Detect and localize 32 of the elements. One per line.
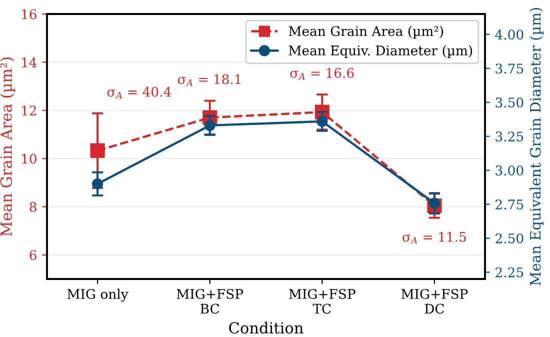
y-tick-label: 8: [30, 202, 36, 212]
y2-tick-label: 3.00: [496, 166, 524, 176]
annotation: σ$_{A}$ = 18.1: [178, 74, 240, 86]
x-axis-title: Condition: [229, 322, 304, 334]
annotation: σ$_{A}$ = 11.5: [402, 232, 466, 244]
x-tick-label: MIG+FSP DC: [401, 288, 468, 314]
y2-tick-label: 2.25: [496, 267, 524, 278]
y-tick-label: 14: [22, 57, 37, 68]
x-tick-label: MIG+FSP TC: [289, 288, 356, 314]
annotation: σ$_{A}$ = 16.6: [290, 68, 354, 80]
y-tick-label: 6: [30, 250, 36, 260]
annotation: σ$_{A}$ = 40.4: [107, 86, 171, 99]
y2-tick-label: 3.25: [496, 132, 524, 142]
y2-tick-label: 3.75: [496, 64, 524, 74]
y2-tick-label: 2.50: [496, 233, 524, 244]
point: [92, 178, 104, 190]
point: [204, 120, 216, 131]
legend-label: Mean Equiv. Diameter (µm): [288, 45, 472, 58]
point: [90, 143, 105, 158]
y-tick-label: 12: [22, 106, 36, 116]
x-tick-label: MIG+FSP BC: [176, 288, 244, 314]
point: [316, 116, 328, 127]
y2-tick-label: 3.50: [496, 98, 524, 108]
point: [428, 198, 440, 209]
y2-tick-label: 2.75: [496, 199, 524, 210]
y-axis-title: Mean Grain Area (µm²): [0, 57, 15, 236]
x-tick-label: MIG only: [67, 288, 128, 302]
legend-label: Mean Grain Area (µm²): [288, 26, 444, 39]
y2-tick-label: 4.00: [495, 30, 524, 40]
y-tick-label: 16: [22, 9, 36, 20]
y-tick-label: 10: [22, 154, 36, 164]
y2-axis-title: Mean Equivalent Grain Diameter (µm): [530, 8, 544, 286]
